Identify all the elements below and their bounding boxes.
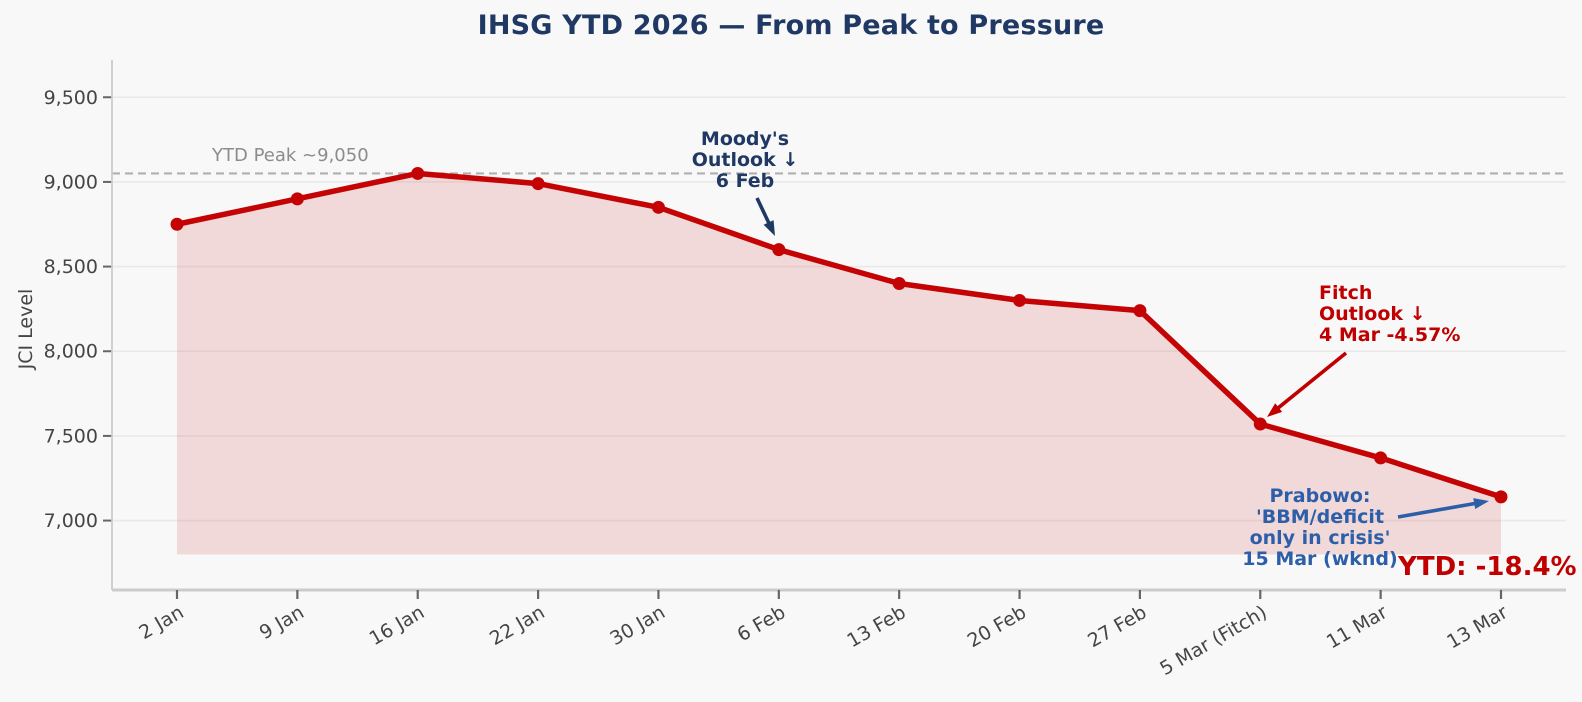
annotation-moodys-line3: 6 Feb	[715, 170, 775, 192]
y-tick-label: 9,500	[44, 87, 98, 109]
annotation-prabowo-line3: only in crisis'	[1249, 527, 1391, 549]
annotation-arrow	[755, 197, 773, 228]
x-tick-label: 20 Feb	[964, 601, 1030, 652]
data-point-marker	[170, 217, 184, 231]
annotation-fitch: Fitch Outlook ↓ 4 Mar -4.57%	[1319, 283, 1460, 346]
y-tick-label: 8,500	[44, 256, 98, 278]
x-tick-label: 2 Jan	[135, 601, 187, 644]
annotation-prabowo-line4: 15 Mar (wknd)	[1242, 548, 1398, 570]
annotation-arrow	[1273, 351, 1348, 413]
data-point-marker	[1133, 304, 1147, 318]
annotation-arrowhead	[1473, 498, 1489, 510]
peak-line-label: YTD Peak ~9,050	[212, 145, 369, 166]
data-point-marker	[411, 166, 425, 180]
data-point-marker	[772, 243, 786, 257]
data-point-marker	[892, 277, 906, 291]
data-point-marker	[651, 200, 665, 214]
annotation-arrow	[1397, 500, 1480, 519]
x-tick-label: 5 Mar (Fitch)	[1156, 601, 1271, 680]
data-point-marker	[1013, 293, 1027, 307]
y-tick-label: 9,000	[44, 171, 98, 193]
data-point-marker	[290, 192, 304, 206]
ytd-change-label: YTD: -18.4%	[1398, 552, 1577, 582]
x-tick-label: 6 Feb	[733, 601, 789, 646]
data-point-marker	[531, 177, 545, 191]
y-tick-label: 7,500	[44, 425, 98, 447]
data-point-marker	[1374, 451, 1388, 465]
annotation-moodys-line2: Outlook ↓	[691, 149, 799, 171]
x-tick-label: 9 Jan	[256, 601, 308, 644]
annotation-fitch-line1: Fitch	[1319, 282, 1373, 304]
chart-title: IHSG YTD 2026 — From Peak to Pressure	[477, 10, 1105, 41]
annotation-arrowhead	[763, 220, 775, 236]
x-tick-label: 11 Mar	[1323, 601, 1391, 653]
x-tick-label: 13 Mar	[1443, 601, 1511, 653]
annotation-moodys: Moody's Outlook ↓ 6 Feb	[645, 129, 845, 192]
x-tick-label: 16 Jan	[366, 601, 429, 650]
annotation-fitch-line2: Outlook ↓	[1319, 303, 1426, 325]
annotation-arrowhead	[1267, 403, 1283, 417]
data-point-marker	[1494, 490, 1508, 504]
y-axis-title: JCI Level	[15, 288, 37, 370]
y-tick-label: 8,000	[44, 341, 98, 363]
price-line	[174, 170, 1504, 500]
annotation-moodys-line1: Moody's	[700, 128, 790, 150]
y-tick-label: 7,000	[44, 510, 98, 532]
annotation-fitch-line3: 4 Mar -4.57%	[1319, 324, 1461, 346]
x-tick-label: 27 Feb	[1084, 601, 1150, 652]
x-tick-label: 22 Jan	[486, 601, 549, 650]
annotation-prabowo: Prabowo: 'BBM/deficit only in crisis' 15…	[1220, 486, 1420, 570]
annotation-prabowo-line1: Prabowo:	[1269, 485, 1371, 507]
x-tick-label: 30 Jan	[606, 601, 669, 650]
area-fill	[177, 173, 1501, 555]
annotation-prabowo-line2: 'BBM/deficit	[1255, 506, 1385, 528]
x-tick-label: 13 Feb	[843, 601, 909, 652]
data-point-marker	[1253, 417, 1267, 431]
